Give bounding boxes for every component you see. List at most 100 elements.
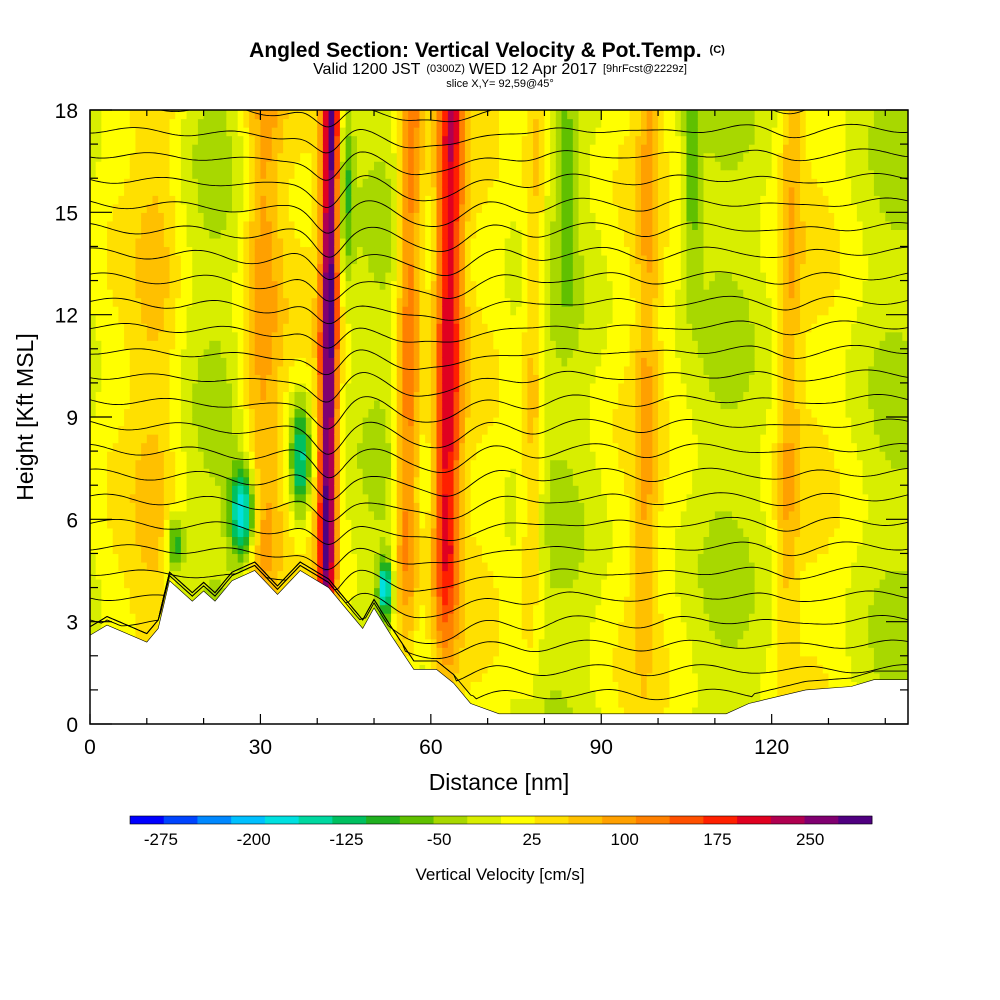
- heatmap-cell: [459, 417, 466, 427]
- heatmap-cell: [283, 348, 290, 358]
- heatmap-cell: [436, 493, 443, 503]
- heatmap-cell: [163, 289, 171, 299]
- heatmap-cell: [209, 442, 216, 452]
- heatmap-cell: [175, 144, 182, 154]
- heatmap-cell: [436, 203, 443, 213]
- heatmap-cell: [464, 681, 472, 691]
- heatmap-cell: [385, 348, 392, 358]
- heatmap-cell: [419, 553, 426, 563]
- heatmap-cell: [226, 110, 233, 120]
- heatmap-cell: [107, 570, 114, 580]
- heatmap-cell: [470, 186, 477, 196]
- heatmap-cell: [271, 110, 279, 120]
- heatmap-cell: [447, 297, 455, 307]
- heatmap-cell: [220, 357, 227, 367]
- heatmap-cell: [214, 340, 222, 350]
- heatmap-cell: [288, 451, 296, 461]
- heatmap-cell: [368, 442, 375, 452]
- heatmap-cell: [260, 561, 267, 572]
- heatmap-cell: [141, 127, 148, 137]
- heatmap-cell: [214, 280, 222, 290]
- heatmap-cell: [391, 289, 398, 299]
- heatmap-cell: [118, 272, 125, 282]
- heatmap-cell: [95, 348, 102, 358]
- heatmap-cell: [237, 348, 244, 358]
- heatmap-cell: [459, 604, 466, 614]
- heatmap-cell: [260, 297, 267, 307]
- heatmap-cell: [101, 604, 108, 614]
- heatmap-cell: [317, 178, 324, 188]
- heatmap-cell: [95, 144, 102, 154]
- heatmap-cell: [459, 169, 466, 179]
- heatmap-cell: [254, 399, 262, 410]
- heatmap-cell: [345, 323, 352, 333]
- heatmap-cell: [334, 485, 341, 495]
- heatmap-cell: [442, 519, 449, 529]
- heatmap-cell: [186, 536, 193, 546]
- heatmap-cell: [112, 220, 119, 230]
- heatmap-cell: [266, 502, 273, 512]
- heatmap-cell: [300, 186, 307, 196]
- heatmap-cell: [203, 169, 210, 179]
- heatmap-cell: [203, 297, 210, 307]
- heatmap-cell: [243, 169, 250, 179]
- heatmap-cell: [453, 118, 460, 128]
- heatmap-cell: [203, 118, 210, 128]
- heatmap-cell: [396, 280, 404, 290]
- heatmap-cell: [362, 118, 369, 128]
- heatmap-cell: [425, 391, 432, 401]
- heatmap-cell: [356, 468, 364, 478]
- heatmap-cell: [146, 596, 154, 606]
- heatmap-cell: [203, 331, 210, 341]
- heatmap-cell: [402, 331, 409, 341]
- heatmap-cell: [402, 527, 409, 537]
- heatmap-cell: [391, 272, 398, 282]
- heatmap-cell: [266, 527, 273, 537]
- heatmap-cell: [124, 391, 131, 401]
- heatmap-cell: [453, 297, 460, 307]
- heatmap-cell: [90, 365, 97, 375]
- heatmap-cell: [95, 553, 102, 563]
- heatmap-cell: [430, 110, 438, 120]
- heatmap-cell: [124, 365, 131, 375]
- heatmap-cell: [186, 306, 193, 316]
- heatmap-cell: [408, 212, 415, 222]
- heatmap-cell: [192, 118, 199, 128]
- heatmap-cell: [180, 417, 188, 427]
- heatmap-cell: [391, 118, 398, 128]
- heatmap-cell: [317, 382, 324, 393]
- heatmap-cell: [385, 229, 392, 239]
- heatmap-cell: [152, 442, 159, 452]
- heatmap-cell: [442, 613, 449, 623]
- heatmap-cell: [192, 186, 199, 196]
- heatmap-cell: [135, 476, 142, 486]
- heatmap-cell: [135, 195, 142, 205]
- heatmap-cell: [419, 297, 426, 307]
- heatmap-cell: [266, 280, 273, 290]
- heatmap-cell: [288, 161, 296, 171]
- heatmap-cell: [447, 502, 455, 512]
- heatmap-cell: [436, 553, 443, 563]
- heatmap-cell: [339, 186, 347, 196]
- heatmap-cell: [135, 630, 142, 640]
- heatmap-cell: [300, 536, 307, 546]
- heatmap-cell: [339, 451, 347, 461]
- heatmap-cell: [356, 297, 364, 307]
- heatmap-cell: [90, 144, 97, 154]
- heatmap-cell: [135, 348, 142, 358]
- heatmap-cell: [464, 647, 472, 657]
- heatmap-cell: [430, 579, 438, 589]
- heatmap-cell: [368, 365, 375, 375]
- heatmap-cell: [334, 178, 341, 188]
- heatmap-cell: [90, 186, 97, 196]
- heatmap-cell: [209, 536, 216, 546]
- heatmap-cell: [214, 161, 222, 171]
- heatmap-cell: [481, 596, 489, 606]
- heatmap-cell: [146, 212, 154, 222]
- heatmap-cell: [453, 681, 460, 691]
- heatmap-cell: [430, 237, 438, 248]
- heatmap-cell: [379, 561, 386, 572]
- heatmap-cell: [464, 579, 472, 589]
- heatmap-cell: [362, 459, 369, 469]
- heatmap-cell: [430, 621, 438, 631]
